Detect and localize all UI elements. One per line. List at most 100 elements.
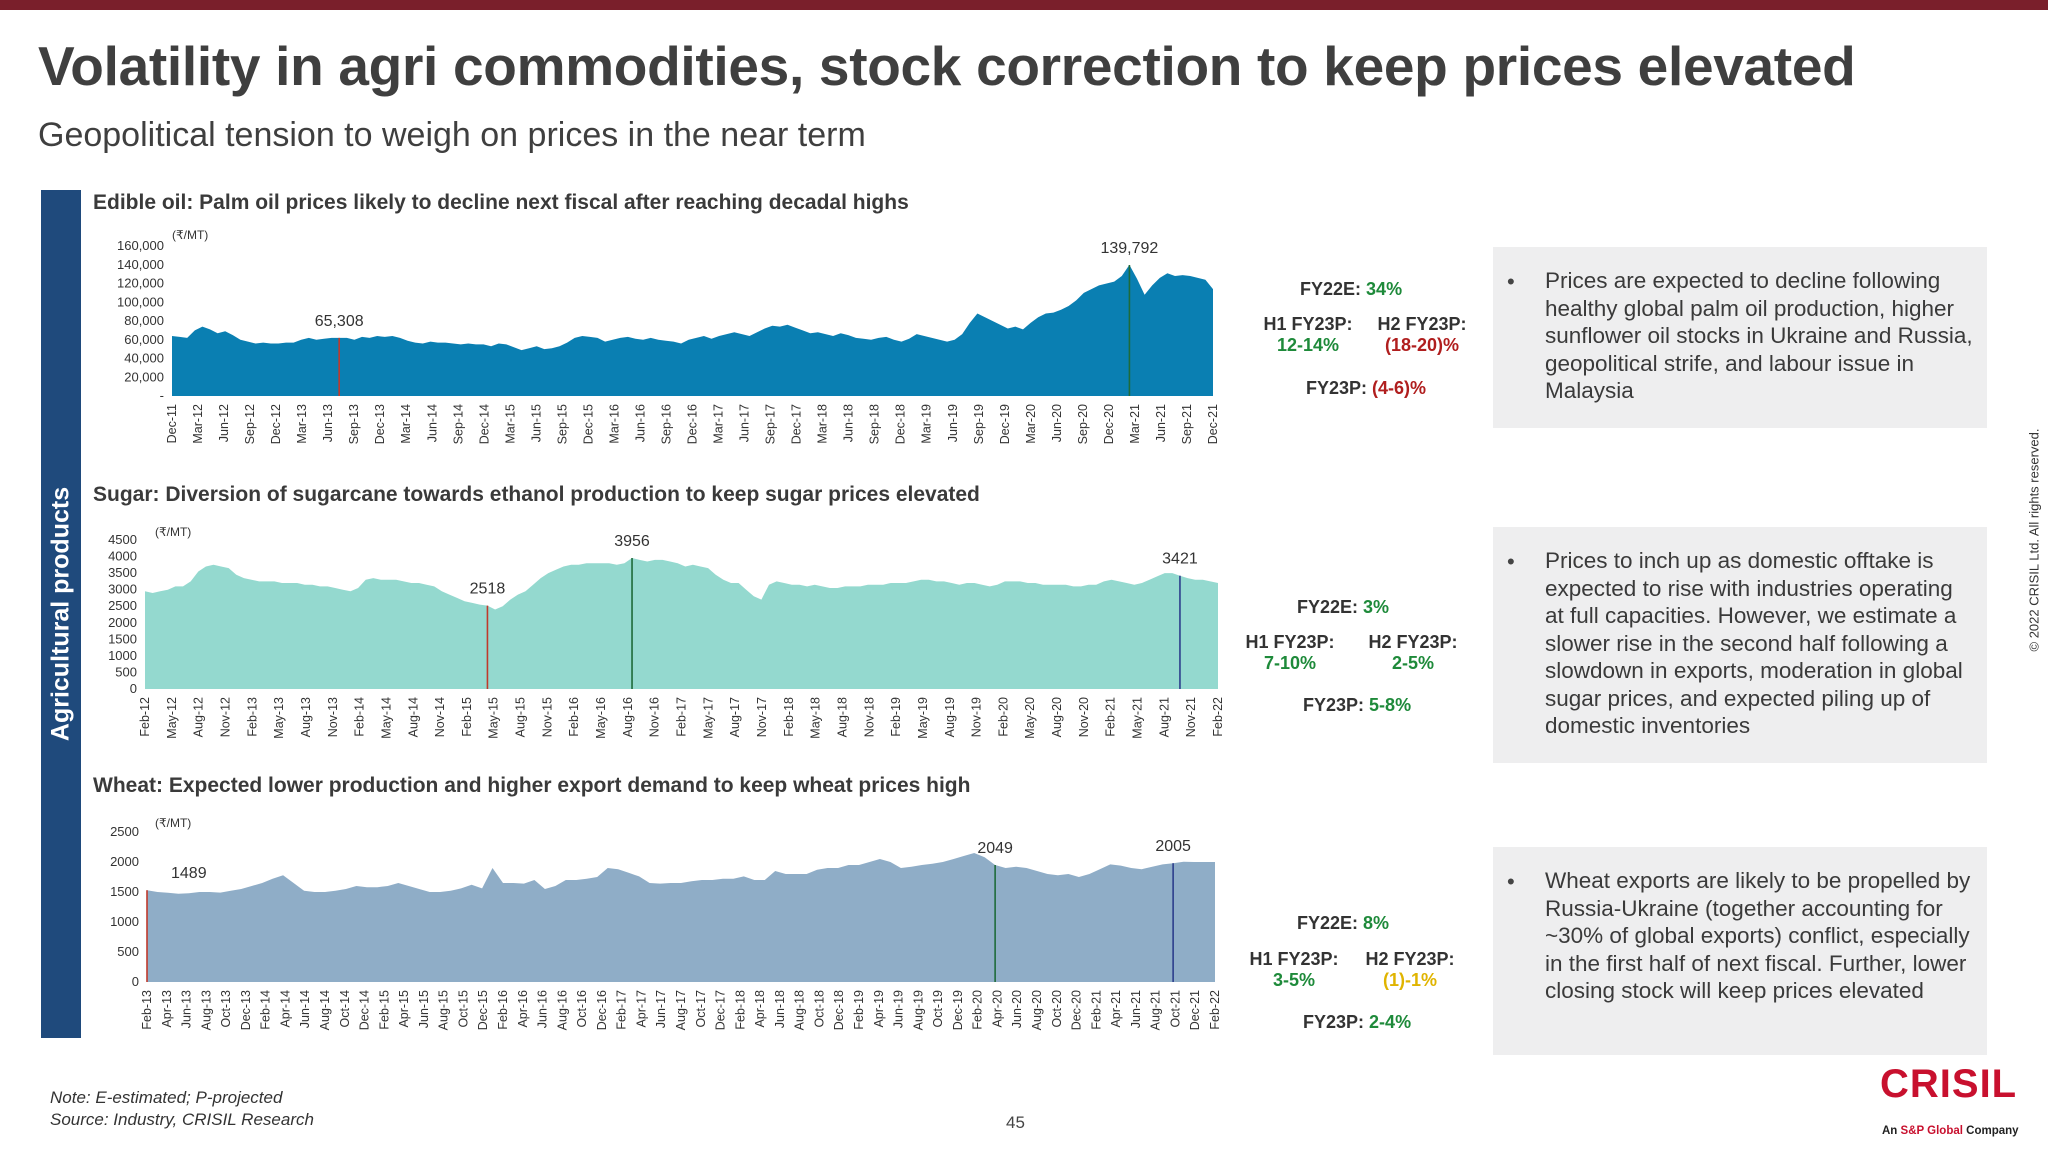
copyright-notice: © 2022 CRISIL Ltd. All rights reserved. bbox=[2026, 428, 2042, 652]
y-tick-label: 40,000 bbox=[124, 351, 164, 366]
x-tick-label: Sep-17 bbox=[764, 404, 778, 444]
y-tick-label: 0 bbox=[130, 681, 137, 696]
x-tick-label: Aug-12 bbox=[192, 697, 206, 737]
wheat-fy22e-stat: FY22E: 8% bbox=[1297, 913, 1390, 933]
marker-value-label: 139,792 bbox=[1100, 240, 1158, 257]
sugar-h2-stat: H2 FY23P: 2-5% bbox=[1368, 632, 1458, 673]
sugar-chart-title: Sugar: Diversion of sugarcane towards et… bbox=[93, 483, 980, 506]
x-tick-label: May-20 bbox=[1023, 697, 1037, 739]
palm-oil-chart-title: Edible oil: Palm oil prices likely to de… bbox=[93, 191, 909, 214]
x-tick-label: Aug-17 bbox=[674, 990, 688, 1030]
x-tick-label: Feb-20 bbox=[971, 990, 985, 1030]
palm-h1-stat: H1 FY23P: 12-14% bbox=[1263, 314, 1353, 355]
x-tick-label: Aug-21 bbox=[1157, 697, 1171, 737]
x-tick-label: Dec-13 bbox=[239, 990, 253, 1030]
footnote-source: Source: Industry, CRISIL Research bbox=[50, 1110, 314, 1129]
x-tick-label: Feb-15 bbox=[460, 697, 474, 737]
x-tick-label: Feb-20 bbox=[996, 697, 1010, 737]
x-tick-label: Aug-19 bbox=[911, 990, 925, 1030]
marker-value-label: 2005 bbox=[1155, 838, 1191, 855]
x-tick-label: Jun-14 bbox=[298, 990, 312, 1028]
x-tick-label: Feb-12 bbox=[138, 697, 152, 737]
x-tick-label: Feb-13 bbox=[245, 697, 259, 737]
x-tick-label: May-16 bbox=[594, 697, 608, 739]
y-tick-label: 2000 bbox=[108, 615, 137, 630]
marker-value-label: 65,308 bbox=[315, 313, 364, 330]
x-tick-label: Sep-19 bbox=[972, 404, 986, 444]
x-tick-label: Aug-19 bbox=[943, 697, 957, 737]
x-tick-label: Dec-13 bbox=[373, 404, 387, 444]
x-tick-label: Mar-14 bbox=[399, 404, 413, 444]
x-tick-label: Feb-19 bbox=[889, 697, 903, 737]
x-tick-label: Aug-14 bbox=[318, 990, 332, 1030]
x-tick-label: Jun-14 bbox=[425, 404, 439, 442]
x-tick-label: Dec-16 bbox=[595, 990, 609, 1030]
x-tick-label: Dec-19 bbox=[951, 990, 965, 1030]
x-tick-label: Apr-20 bbox=[990, 990, 1004, 1028]
x-tick-label: Aug-13 bbox=[299, 697, 313, 737]
x-tick-label: Sep-20 bbox=[1076, 404, 1090, 444]
x-tick-label: Mar-15 bbox=[503, 404, 517, 444]
y-tick-label: 4500 bbox=[108, 532, 137, 547]
marker-value-label: 2049 bbox=[977, 840, 1013, 857]
y-tick-label: 20,000 bbox=[124, 369, 164, 384]
x-tick-label: Feb-19 bbox=[852, 990, 866, 1030]
x-tick-label: Sep-18 bbox=[868, 404, 882, 444]
x-tick-label: Oct-15 bbox=[456, 990, 470, 1028]
x-tick-label: Apr-15 bbox=[397, 990, 411, 1028]
x-tick-label: Jun-18 bbox=[773, 990, 787, 1028]
x-tick-label: Sep-13 bbox=[347, 404, 361, 444]
x-tick-label: Oct-18 bbox=[812, 990, 826, 1028]
sugar-fy22e-stat: FY22E: 3% bbox=[1297, 597, 1390, 617]
x-tick-label: Mar-13 bbox=[295, 404, 309, 444]
wheat-h2-stat: H2 FY23P: (1)-1% bbox=[1365, 949, 1455, 990]
price-area-series bbox=[172, 264, 1213, 396]
chart-unit-label: (₹/MT) bbox=[155, 525, 191, 539]
chart-unit-label: (₹/MT) bbox=[172, 228, 208, 242]
x-tick-label: Dec-15 bbox=[581, 404, 595, 444]
x-tick-label: Nov-15 bbox=[540, 697, 554, 737]
x-tick-label: Mar-16 bbox=[607, 404, 621, 444]
x-tick-label: Apr-13 bbox=[160, 990, 174, 1028]
x-tick-label: Apr-19 bbox=[872, 990, 886, 1028]
x-tick-label: Nov-13 bbox=[326, 697, 340, 737]
x-tick-label: Mar-18 bbox=[816, 404, 830, 444]
x-tick-label: Nov-17 bbox=[755, 697, 769, 737]
top-accent-bar bbox=[0, 0, 2048, 10]
x-tick-label: Aug-16 bbox=[555, 990, 569, 1030]
x-tick-label: Oct-13 bbox=[219, 990, 233, 1028]
x-tick-label: May-18 bbox=[809, 697, 823, 739]
x-tick-label: Feb-16 bbox=[496, 990, 510, 1030]
x-tick-label: Nov-16 bbox=[648, 697, 662, 737]
y-tick-label: 2500 bbox=[108, 598, 137, 613]
x-tick-label: Jun-21 bbox=[1154, 404, 1168, 442]
price-area-series bbox=[145, 558, 1218, 689]
marker-value-label: 3421 bbox=[1162, 551, 1198, 568]
x-tick-label: Jun-12 bbox=[217, 404, 231, 442]
x-tick-label: Dec-15 bbox=[476, 990, 490, 1030]
x-tick-label: Dec-17 bbox=[790, 404, 804, 444]
x-tick-label: Dec-20 bbox=[1070, 990, 1084, 1030]
y-tick-label: 1500 bbox=[110, 884, 139, 899]
x-tick-label: Jun-15 bbox=[417, 990, 431, 1028]
x-tick-label: Aug-16 bbox=[621, 697, 635, 737]
x-tick-label: Aug-15 bbox=[437, 990, 451, 1030]
x-tick-label: Jun-20 bbox=[1010, 990, 1024, 1028]
x-tick-label: Feb-14 bbox=[353, 697, 367, 737]
y-tick-label: 2000 bbox=[110, 854, 139, 869]
x-tick-label: Jun-15 bbox=[529, 404, 543, 442]
crisil-logo: CRISIL bbox=[1880, 1062, 2018, 1106]
palm-oil-note-box: • Prices are expected to decline followi… bbox=[1493, 247, 1987, 428]
x-tick-label: Apr-14 bbox=[278, 990, 292, 1028]
x-tick-label: Aug-14 bbox=[406, 697, 420, 737]
x-tick-label: Aug-15 bbox=[514, 697, 528, 737]
y-tick-label: 4000 bbox=[108, 549, 137, 564]
x-tick-label: May-12 bbox=[165, 697, 179, 739]
y-tick-label: 1000 bbox=[108, 648, 137, 663]
x-tick-label: Dec-21 bbox=[1188, 990, 1202, 1030]
wheat-h1-stat: H1 FY23P: 3-5% bbox=[1249, 949, 1339, 990]
marker-value-label: 3956 bbox=[614, 533, 650, 550]
x-tick-label: Mar-21 bbox=[1128, 404, 1142, 444]
x-tick-label: Aug-21 bbox=[1149, 990, 1163, 1030]
